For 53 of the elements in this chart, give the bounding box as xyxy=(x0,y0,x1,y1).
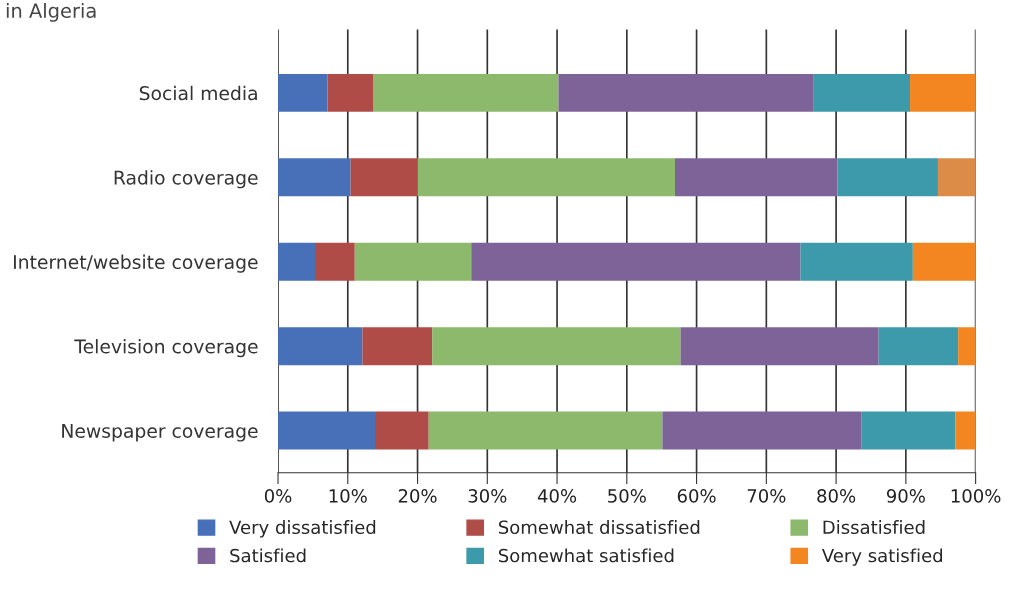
x-tick-label: 60% xyxy=(677,489,716,503)
bar xyxy=(680,327,879,366)
bar xyxy=(910,73,976,112)
legend-label: Satisfied xyxy=(230,548,306,563)
bar xyxy=(471,242,801,281)
bar xyxy=(674,158,838,197)
bar xyxy=(278,411,375,450)
x-tick-label: 10% xyxy=(329,489,367,503)
bar xyxy=(354,242,472,281)
x-tick-label: 50% xyxy=(608,489,646,503)
y-tick-label: Radio coverage xyxy=(114,170,258,189)
bar xyxy=(373,73,559,112)
bar xyxy=(813,73,911,112)
bar xyxy=(362,327,433,366)
x-tick-label: 70% xyxy=(747,489,786,503)
y-tick-label: Social media xyxy=(139,85,257,101)
bar xyxy=(558,73,814,112)
bar xyxy=(958,327,976,366)
bar xyxy=(955,411,976,450)
bar xyxy=(315,242,355,281)
legend-label: Very satisfied xyxy=(821,548,943,566)
x-tick-label: 100% xyxy=(951,489,1001,503)
bar xyxy=(417,158,675,197)
bar xyxy=(837,158,938,197)
bar xyxy=(350,158,418,197)
x-tick-label: 90% xyxy=(886,489,925,503)
y-tick-label: Newspaper coverage xyxy=(62,424,258,442)
bar xyxy=(278,327,363,366)
bar xyxy=(428,411,663,450)
bar xyxy=(912,242,976,281)
x-tick-label: 30% xyxy=(468,489,507,503)
legend-label: Somewhat satisfied xyxy=(498,548,674,563)
x-tick-label: 0% xyxy=(264,489,292,503)
legend-label: Very dissatisfied xyxy=(229,520,376,538)
text: in Algeria xyxy=(6,2,96,22)
legend-label: Somewhat dissatisfied xyxy=(498,520,700,535)
bar xyxy=(937,158,976,197)
bar xyxy=(278,158,351,197)
bar xyxy=(662,411,862,450)
legend-label: Dissatisfied xyxy=(823,520,925,535)
bar xyxy=(374,411,429,450)
x-tick-label: 80% xyxy=(817,489,856,503)
y-tick-label: Television coverage xyxy=(74,339,258,358)
bar xyxy=(861,411,956,450)
bar xyxy=(800,242,913,281)
bar xyxy=(278,73,328,112)
y-tick-label: Internet/website coverage xyxy=(14,254,258,273)
bar xyxy=(278,242,315,281)
bar xyxy=(878,327,959,366)
x-tick-label: 40% xyxy=(537,489,577,503)
x-tick-label: 20% xyxy=(398,489,437,503)
bar xyxy=(432,327,681,366)
bar xyxy=(327,73,374,112)
